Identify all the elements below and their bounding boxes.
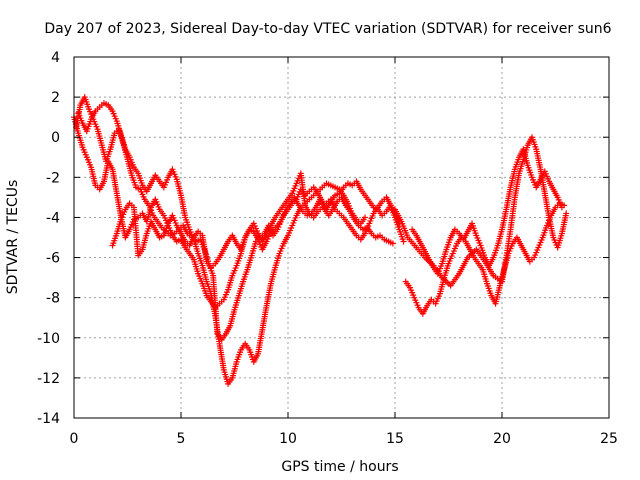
data-point [563, 210, 570, 217]
y-tick-label: 2 [51, 90, 60, 106]
grid [74, 57, 609, 418]
data-point [400, 238, 407, 245]
data-point [389, 240, 396, 247]
x-tick-label: 5 [177, 431, 186, 447]
y-tick-label: -12 [37, 371, 60, 387]
y-tick-label: -4 [46, 210, 60, 226]
data-point [558, 204, 565, 211]
chart-title: Day 207 of 2023, Sidereal Day-to-day VTE… [44, 21, 611, 37]
x-tick-label: 25 [600, 431, 618, 447]
y-axis-label: SDTVAR / TECUs [5, 180, 21, 295]
y-tick-label: -2 [46, 170, 60, 186]
plot-frame [73, 56, 610, 419]
y-tick-label: -14 [37, 411, 60, 427]
y-tick-label: 4 [51, 50, 60, 66]
x-tick-label: 15 [386, 431, 404, 447]
data-point [362, 214, 369, 221]
data-points [71, 94, 570, 387]
y-tick-label: -10 [37, 331, 60, 347]
x-tick-label: 0 [70, 431, 79, 447]
x-tick-label: 20 [493, 431, 511, 447]
y-tick-label: -6 [46, 251, 60, 267]
y-tick-label: -8 [46, 291, 60, 307]
axis-ticks: 0 5 10 15 20 25 -14 -12 -10 -8 -6 -4 -2 0 2 4 [37, 50, 618, 447]
x-tick-label: 10 [279, 431, 297, 447]
x-axis-label: GPS time / hours [281, 459, 398, 475]
y-tick-label: 0 [51, 130, 60, 146]
